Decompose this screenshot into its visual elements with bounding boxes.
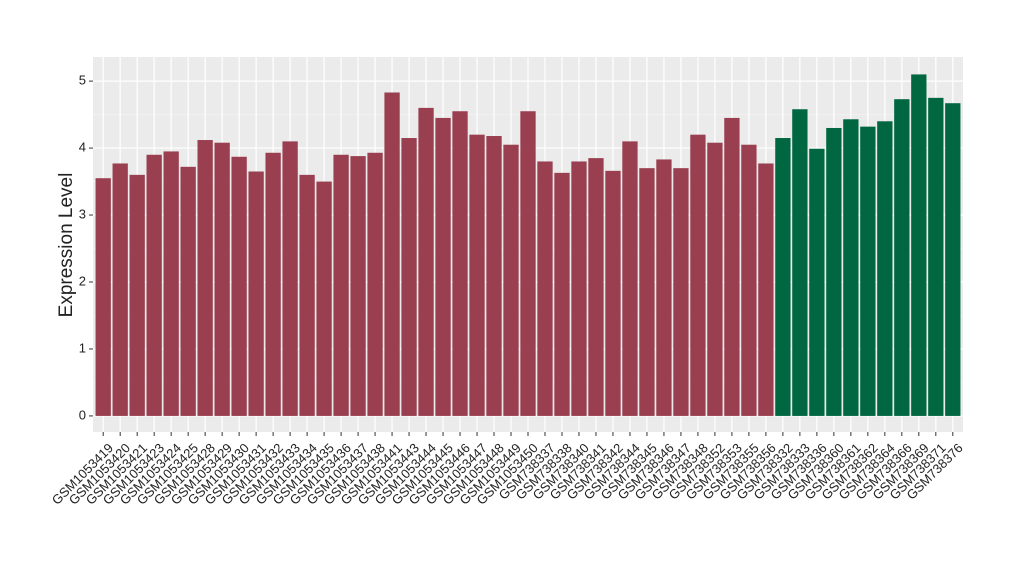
bar xyxy=(571,161,587,416)
bar xyxy=(775,138,791,416)
bar xyxy=(928,97,944,416)
bar xyxy=(911,74,927,416)
bar xyxy=(265,152,281,416)
bar xyxy=(350,156,366,416)
bar xyxy=(843,119,859,416)
bar xyxy=(826,127,842,416)
bar xyxy=(282,141,298,416)
y-tick-label: 2 xyxy=(79,273,86,288)
bar xyxy=(146,154,162,416)
bar xyxy=(384,92,400,416)
bar xyxy=(452,111,468,416)
bar xyxy=(520,111,536,416)
bar xyxy=(333,154,349,416)
bar xyxy=(741,144,757,416)
bar xyxy=(554,172,570,416)
bar xyxy=(809,148,825,416)
bar xyxy=(231,156,247,416)
bar xyxy=(418,107,434,416)
bar xyxy=(180,166,196,416)
bar xyxy=(214,142,230,416)
bar xyxy=(469,134,485,416)
bar xyxy=(945,103,961,416)
y-tick-label: 4 xyxy=(79,140,86,155)
bar xyxy=(367,152,383,416)
bar xyxy=(197,140,213,416)
bar xyxy=(316,181,332,416)
bar xyxy=(486,136,502,416)
bar xyxy=(163,151,179,416)
bar xyxy=(622,141,638,416)
bar xyxy=(707,142,723,416)
y-tick-label: 5 xyxy=(79,73,86,88)
bar xyxy=(758,163,774,416)
bar xyxy=(299,174,315,416)
y-tick-label: 1 xyxy=(79,340,86,355)
bar xyxy=(588,158,604,416)
bar xyxy=(860,126,876,416)
bar xyxy=(112,163,128,416)
bar xyxy=(95,178,111,416)
y-tick-label: 0 xyxy=(79,407,86,422)
bar xyxy=(724,117,740,416)
y-axis-title: Expression Level xyxy=(56,173,77,318)
bar xyxy=(690,134,706,416)
bar xyxy=(673,168,689,416)
bar xyxy=(537,161,553,416)
bar xyxy=(639,168,655,416)
bar xyxy=(435,117,451,416)
bar xyxy=(877,121,893,416)
bar xyxy=(605,170,621,416)
bar xyxy=(503,144,519,416)
y-tick-label: 3 xyxy=(79,206,86,221)
bar xyxy=(894,99,910,416)
bar xyxy=(656,159,672,416)
bar xyxy=(792,109,808,416)
bar xyxy=(129,174,145,416)
bar xyxy=(401,138,417,416)
bar xyxy=(248,171,264,416)
